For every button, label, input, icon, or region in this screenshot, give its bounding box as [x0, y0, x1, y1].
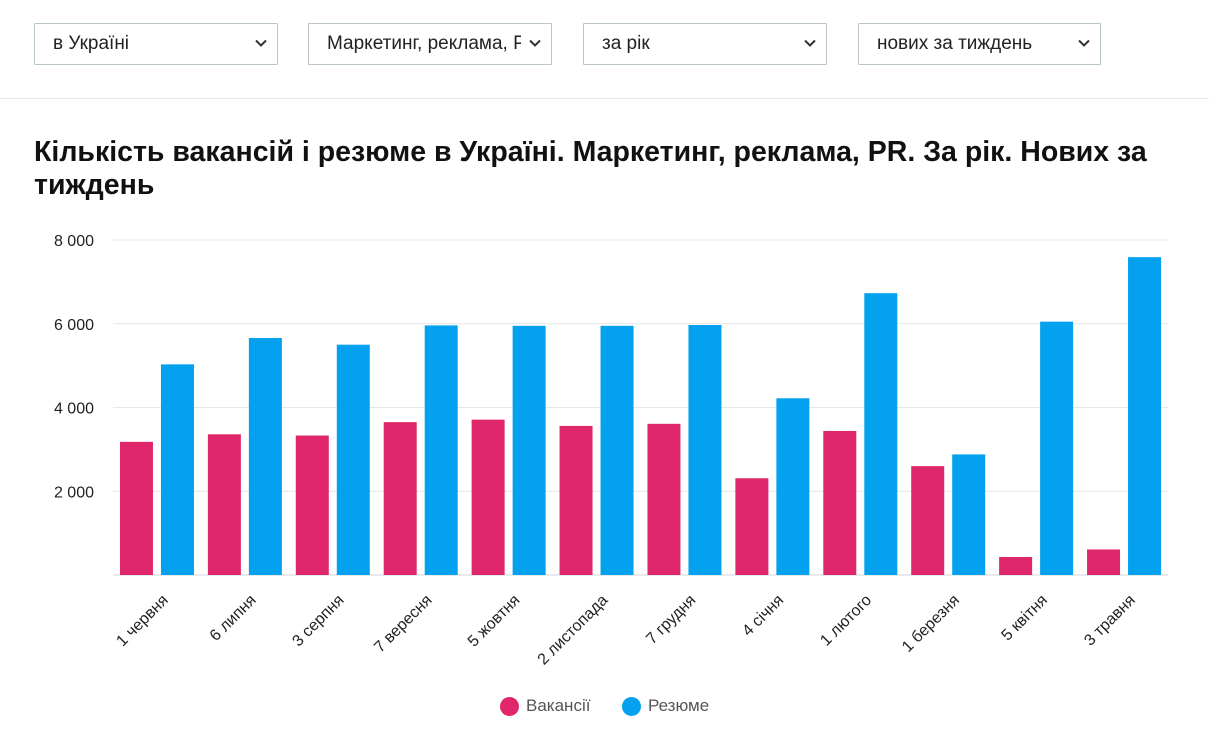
x-tick-label: 5 жовтня — [465, 592, 524, 651]
legend-label-resumes: Резюме — [648, 696, 710, 715]
x-tick-label: 7 грудня — [643, 592, 699, 648]
bar-chart: 2 000 4 000 6 000 8 000 1 червня 6 липня 3 сер… — [54, 233, 1168, 669]
chevron-down-icon — [804, 39, 816, 47]
bar-resumes — [1128, 257, 1162, 575]
legend-dot-resumes — [622, 696, 641, 716]
y-tick-label: 4 000 — [54, 401, 94, 418]
bar-resumes — [336, 344, 370, 575]
bar-vacancies — [1087, 549, 1121, 575]
x-tick-label: 3 травня — [1081, 592, 1139, 650]
legend-label-vacancies: Вакансії — [526, 696, 591, 715]
bar-resumes — [160, 364, 194, 575]
chart-legend: Вакансії Резюме — [0, 696, 1209, 726]
bar-vacancies — [295, 435, 329, 575]
legend-dot-vacancies — [500, 696, 519, 716]
x-tick-label: 1 лютого — [817, 592, 875, 650]
bar-resumes — [424, 325, 458, 575]
x-tick-label: 5 квітня — [998, 592, 1050, 644]
legend-item-resumes[interactable]: Резюме — [622, 696, 709, 716]
chevron-down-icon — [529, 39, 541, 47]
x-tick-label: 4 січня — [739, 592, 787, 640]
x-tick-label: 1 березня — [899, 592, 963, 656]
bar-resumes — [1040, 321, 1074, 575]
x-tick-label: 6 липня — [207, 592, 260, 645]
filters-bar: в Україні Маркетинг, реклама, PR за рік … — [0, 0, 1209, 99]
bar-resumes — [248, 337, 282, 575]
region-select-value: в Україні — [53, 33, 130, 54]
bar-vacancies — [999, 556, 1033, 575]
bar-vacancies — [559, 425, 593, 575]
chevron-down-icon — [255, 39, 267, 47]
bar-vacancies — [119, 441, 153, 575]
x-tick-label: 1 червня — [113, 592, 171, 650]
bar-vacancies — [207, 434, 241, 575]
y-tick-label: 6 000 — [54, 317, 94, 334]
x-tick-label: 7 вересня — [371, 592, 435, 656]
y-tick-label: 8 000 — [54, 233, 94, 250]
bar-resumes — [600, 325, 634, 575]
mode-select-value: нових за тиждень — [877, 33, 1033, 54]
mode-select[interactable]: нових за тиждень — [858, 23, 1101, 65]
bar-resumes — [952, 454, 986, 575]
bar-resumes — [512, 325, 546, 575]
y-tick-label: 2 000 — [54, 484, 94, 501]
x-tick-label: 2 листопада — [535, 592, 612, 669]
bar-vacancies — [471, 419, 505, 575]
bar-resumes — [776, 398, 810, 575]
chart-title: Кількість вакансій і резюме в Україні. М… — [34, 136, 1147, 201]
period-select[interactable]: за рік — [583, 23, 827, 65]
bar-vacancies — [911, 466, 945, 575]
bar-vacancies — [383, 422, 417, 575]
bar-resumes — [864, 293, 898, 575]
region-select[interactable]: в Україні — [34, 23, 278, 65]
bar-vacancies — [735, 478, 769, 575]
bar-resumes — [688, 325, 722, 575]
x-tick-label: 3 серпня — [289, 592, 347, 650]
legend-item-vacancies[interactable]: Вакансії — [500, 696, 590, 716]
bar-vacancies — [823, 430, 857, 575]
chevron-down-icon — [1078, 39, 1090, 47]
category-select[interactable]: Маркетинг, реклама, PR — [308, 23, 552, 65]
period-select-value: за рік — [602, 33, 650, 54]
category-select-value: Маркетинг, реклама, PR — [327, 33, 521, 54]
bar-vacancies — [647, 423, 681, 575]
